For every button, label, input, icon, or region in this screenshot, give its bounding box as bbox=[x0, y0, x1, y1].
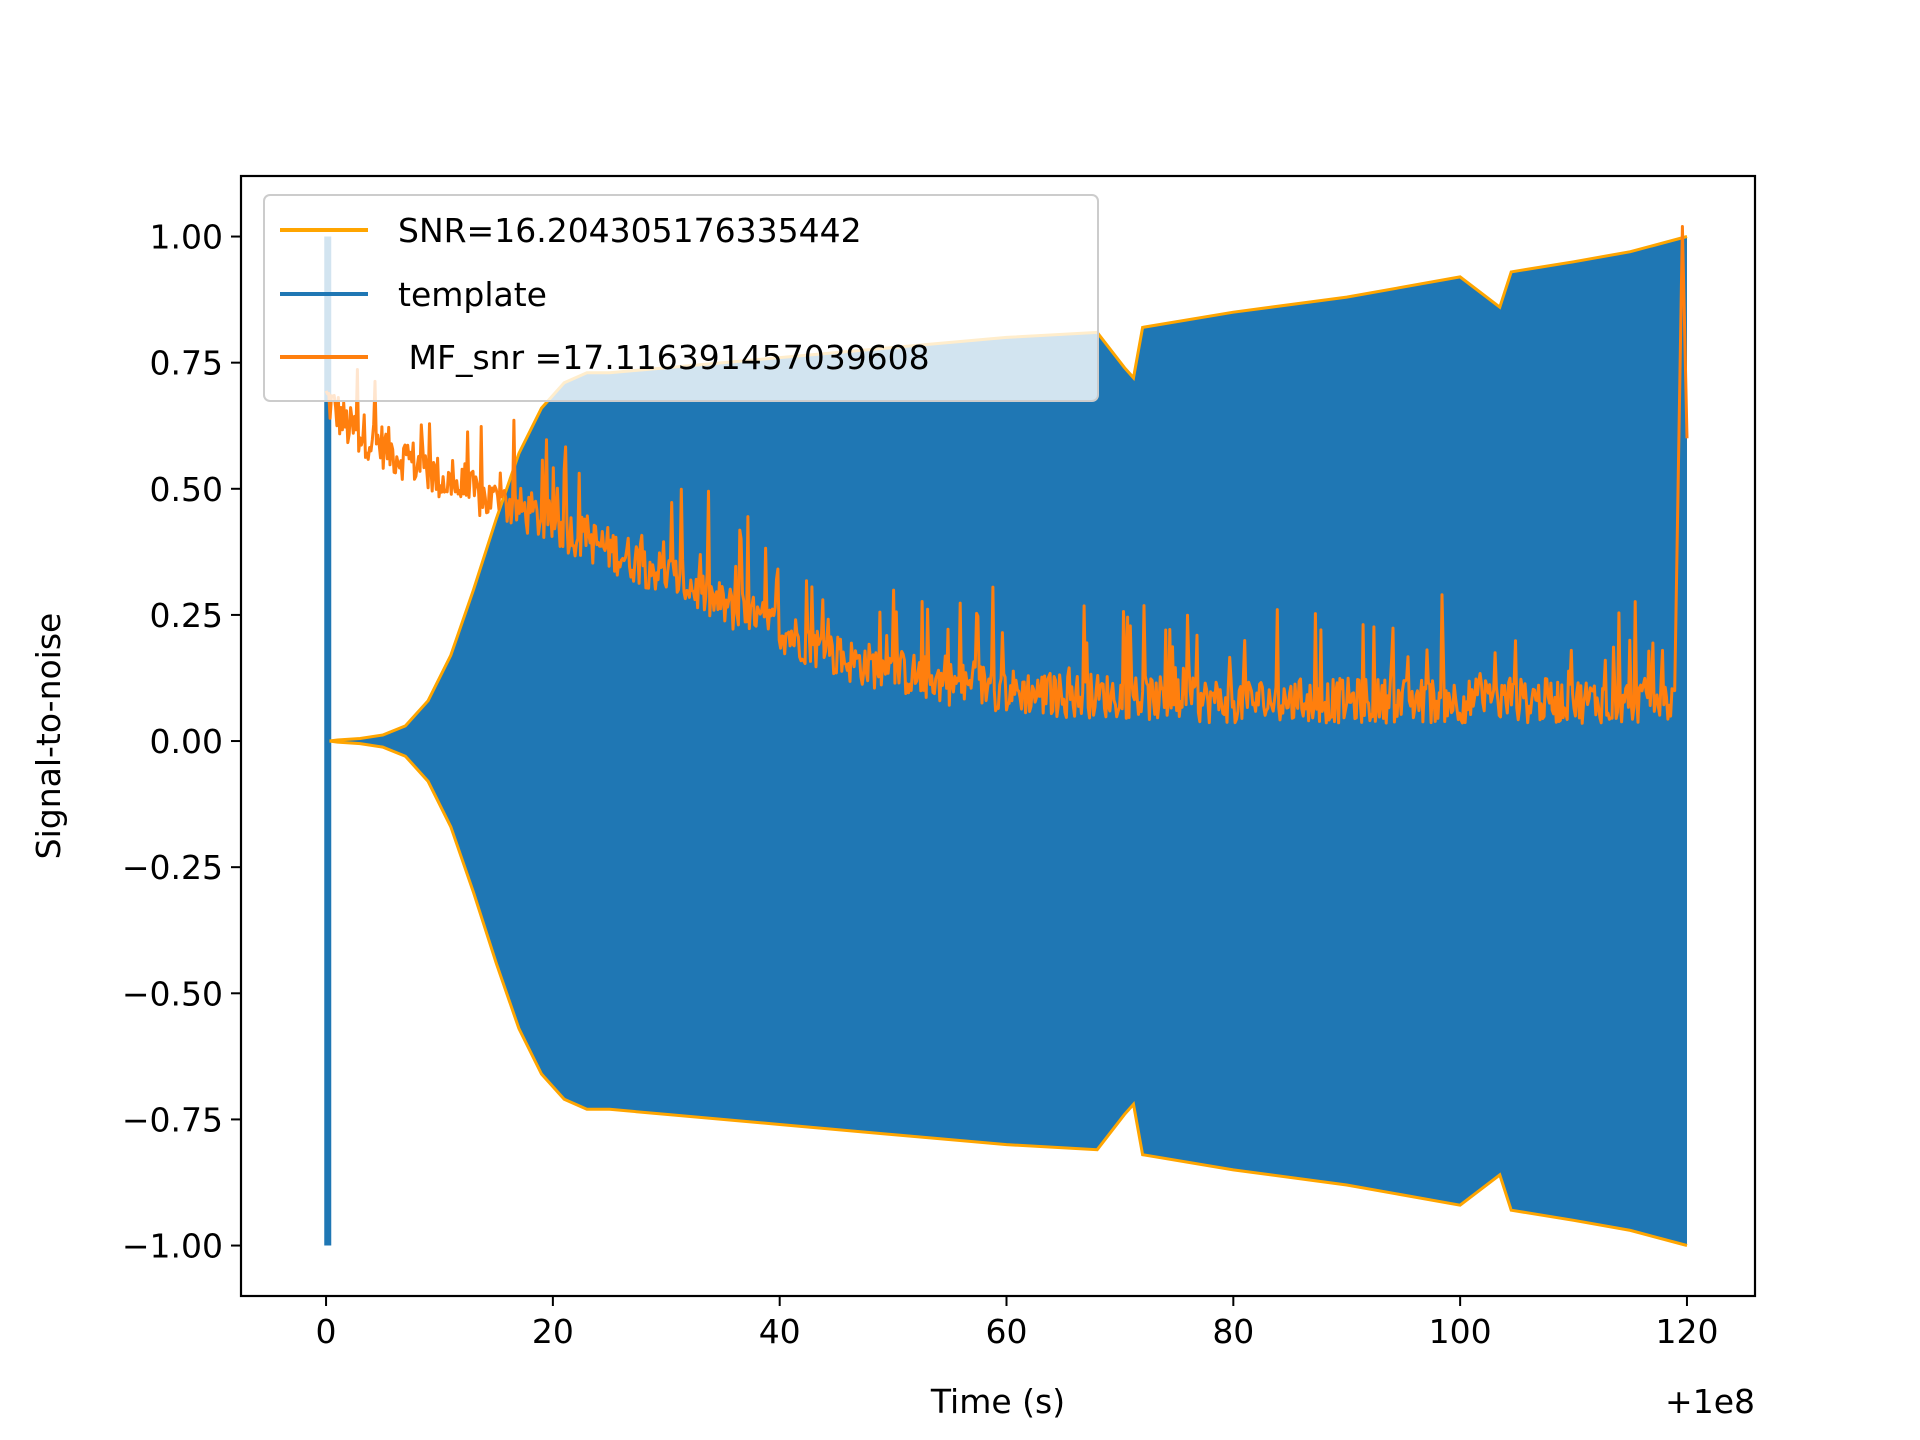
x-tick-label: 40 bbox=[759, 1312, 801, 1351]
y-tick-label: 0.00 bbox=[150, 722, 223, 761]
x-tick-label: 0 bbox=[316, 1312, 337, 1351]
x-axis-label: Time (s) bbox=[930, 1382, 1065, 1421]
y-axis: 1.00 0.75 0.50 0.25 0.00 −0.25 −0.50 −0.75 −1.00 bbox=[122, 218, 241, 1266]
legend-box bbox=[263, 194, 1099, 402]
y-axis-label: Signal-to-noise bbox=[29, 613, 68, 860]
template-band bbox=[329, 236, 1687, 1246]
axes-frame bbox=[239, 174, 1757, 1298]
x-tick-label: 100 bbox=[1429, 1312, 1492, 1351]
legend: SNR=16.204305176335442 template MF_snr =… bbox=[263, 194, 1099, 402]
legend-label-mf-snr: MF_snr =17.116391457039608 bbox=[398, 338, 930, 377]
y-tick-label: −1.00 bbox=[122, 1227, 223, 1266]
y-tick-label: −0.50 bbox=[122, 974, 223, 1013]
y-tick-label: 0.75 bbox=[150, 344, 223, 383]
y-tick-label: −0.75 bbox=[122, 1100, 223, 1139]
y-tick-label: 0.50 bbox=[150, 470, 223, 509]
x-offset-label: +1e8 bbox=[1665, 1382, 1755, 1421]
y-tick-label: 1.00 bbox=[150, 218, 223, 257]
y-tick-label: 0.25 bbox=[150, 596, 223, 635]
legend-label-template: template bbox=[398, 275, 547, 314]
x-tick-label: 80 bbox=[1212, 1312, 1254, 1351]
legend-label-snr: SNR=16.204305176335442 bbox=[398, 211, 862, 250]
snr-envelope-lower bbox=[329, 739, 1688, 1247]
x-tick-label: 60 bbox=[986, 1312, 1028, 1351]
y-tick-label: −0.25 bbox=[122, 848, 223, 887]
x-tick-label: 20 bbox=[532, 1312, 574, 1351]
x-tick-label: 120 bbox=[1655, 1312, 1718, 1351]
mf-snr-line bbox=[324, 225, 1689, 725]
x-axis: 0 20 40 60 80 100 120 bbox=[316, 1296, 1718, 1351]
